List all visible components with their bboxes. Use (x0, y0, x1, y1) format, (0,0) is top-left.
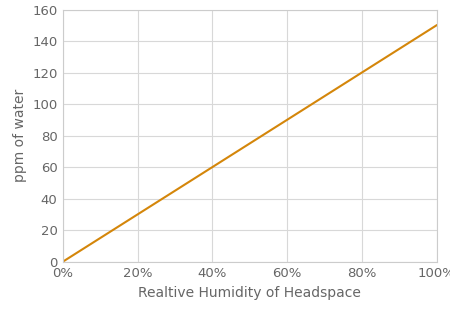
X-axis label: Realtive Humidity of Headspace: Realtive Humidity of Headspace (138, 286, 361, 300)
Y-axis label: ppm of water: ppm of water (13, 89, 27, 182)
